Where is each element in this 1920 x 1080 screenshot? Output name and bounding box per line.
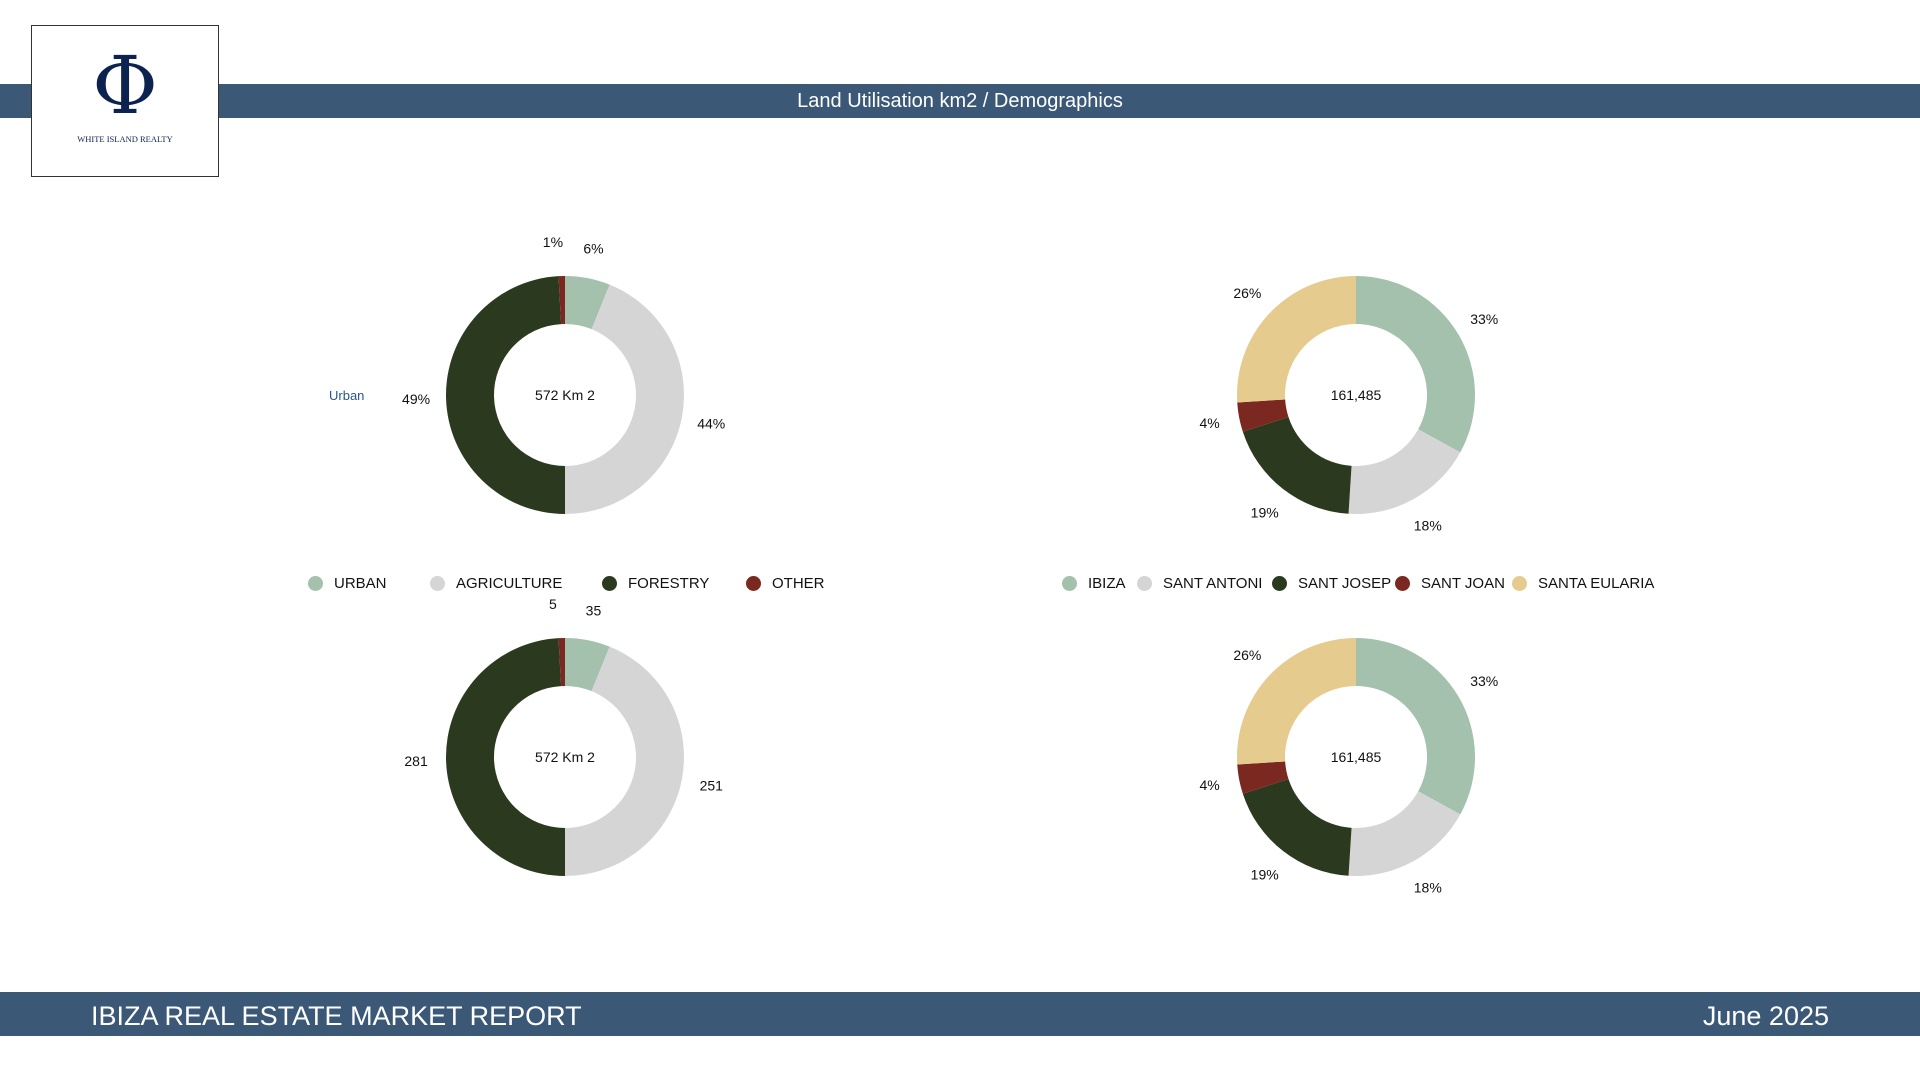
- legend-dot-icon: [1512, 575, 1527, 591]
- slice-santa-eularia[interactable]: [1237, 276, 1356, 403]
- slice-santa-eularia[interactable]: [1237, 638, 1356, 765]
- logo-name: WHITE ISLAND REALTY: [77, 134, 173, 144]
- data-label: 49%: [402, 391, 430, 407]
- legend-dot-icon: [430, 575, 445, 591]
- header-bar: Land Utilisation km2 / Demographics: [0, 84, 1920, 118]
- slice-sant-josep[interactable]: [1242, 778, 1352, 876]
- slice-other[interactable]: [558, 638, 565, 687]
- data-label: 19%: [1251, 505, 1279, 521]
- report-title: IBIZA REAL ESTATE MARKET REPORT: [91, 1001, 582, 1031]
- donut-chart-2: 33% 18% 19% 4% 26% 161,485: [1200, 276, 1498, 534]
- legend-item-other[interactable]: OTHER: [746, 575, 825, 592]
- legend-dot-icon: [308, 575, 323, 591]
- data-label: 33%: [1470, 311, 1498, 327]
- slice-sant-joan[interactable]: [1237, 399, 1289, 432]
- report-date: June 2025: [1702, 1001, 1829, 1031]
- legend-item-sant-josep[interactable]: SANT JOSEP: [1272, 575, 1391, 592]
- center-label: 572 Km 2: [535, 387, 595, 403]
- slice-sant-antoni[interactable]: [1348, 791, 1461, 876]
- legend-dot-icon: [746, 575, 761, 591]
- legend-label: OTHER: [772, 574, 825, 592]
- legend-label: SANTA EULARIA: [1538, 574, 1655, 592]
- legend-label: IBIZA: [1088, 574, 1126, 592]
- legend-label: URBAN: [334, 574, 387, 592]
- land-legend: URBAN AGRICULTURE FORESTRY OTHER: [0, 573, 900, 593]
- donut-chart-3: 35 251 281 5 572 Km 2: [404, 596, 723, 876]
- data-label: 5: [549, 596, 557, 612]
- slice-ibiza[interactable]: [1356, 276, 1476, 453]
- slice-ibiza[interactable]: [1356, 638, 1475, 815]
- legend-item-ibiza[interactable]: IBIZA: [1062, 575, 1126, 592]
- logo-phi-icon: Φ: [92, 39, 158, 132]
- data-label: 6%: [583, 241, 603, 257]
- legend-item-santa-eularia[interactable]: SANTA EULARIA: [1512, 575, 1654, 592]
- legend-dot-icon: [602, 575, 617, 591]
- legend-label: AGRICULTURE: [456, 574, 563, 592]
- data-label: 18%: [1414, 518, 1442, 534]
- legend-label: SANT JOAN: [1421, 574, 1505, 592]
- legend-item-agriculture[interactable]: AGRICULTURE: [430, 575, 562, 592]
- legend-label: SANT JOSEP: [1298, 574, 1392, 592]
- demographics-legend: IBIZA SANT ANTONI SANT JOSEP SANT JOAN SANTA…: [0, 573, 1920, 593]
- data-label: 281: [404, 753, 428, 769]
- center-label: 161,485: [1331, 749, 1382, 765]
- legend-dot-icon: [1395, 575, 1410, 591]
- slice-forestry[interactable]: [445, 638, 565, 876]
- footer-bar: IBIZA REAL ESTATE MARKET REPORT June 202…: [0, 992, 1920, 1036]
- data-label: 19%: [1251, 867, 1279, 883]
- legend-dot-icon: [1062, 575, 1077, 591]
- slice-urban[interactable]: [565, 276, 610, 330]
- data-label: 18%: [1414, 880, 1442, 896]
- legend-item-forestry[interactable]: FORESTRY: [602, 575, 709, 592]
- data-label: 26%: [1233, 285, 1261, 301]
- data-label: 35: [586, 603, 602, 619]
- slice-agriculture[interactable]: [565, 284, 684, 514]
- data-label: 251: [700, 777, 724, 793]
- center-label: 572 Km 2: [535, 749, 595, 765]
- data-label: 44%: [697, 415, 725, 431]
- logo: Φ WHITE ISLAND REALTY: [31, 25, 219, 177]
- slice-sant-josep[interactable]: [1242, 416, 1352, 514]
- data-label: 4%: [1200, 415, 1220, 431]
- legend-item-sant-joan[interactable]: SANT JOAN: [1395, 575, 1505, 592]
- legend-item-sant-antoni[interactable]: SANT ANTONI: [1137, 575, 1262, 592]
- center-label: 161,485: [1331, 387, 1382, 403]
- side-label: Urban: [329, 388, 365, 403]
- legend-item-urban[interactable]: URBAN: [308, 575, 387, 592]
- legend-dot-icon: [1137, 575, 1152, 591]
- slice-forestry[interactable]: [446, 276, 565, 514]
- page-title: Land Utilisation km2 / Demographics: [797, 90, 1123, 112]
- legend-dot-icon: [1272, 575, 1287, 591]
- donut-chart-1: 6% 44% 49% 1% 572 Km 2: [402, 234, 725, 514]
- slice-agriculture[interactable]: [565, 646, 684, 876]
- slice-sant-antoni[interactable]: [1348, 429, 1461, 514]
- data-label: 33%: [1470, 673, 1498, 689]
- legend-label: FORESTRY: [628, 574, 710, 592]
- donut-chart-4: 33% 18% 19% 4% 26% 161,485: [1200, 638, 1498, 896]
- data-label: 4%: [1200, 777, 1220, 793]
- legend-label: SANT ANTONI: [1163, 574, 1263, 592]
- slice-other[interactable]: [558, 276, 565, 325]
- slice-sant-joan[interactable]: [1237, 761, 1289, 794]
- data-label: 1%: [543, 234, 563, 250]
- data-label: 26%: [1233, 647, 1261, 663]
- slice-urban[interactable]: [565, 638, 610, 692]
